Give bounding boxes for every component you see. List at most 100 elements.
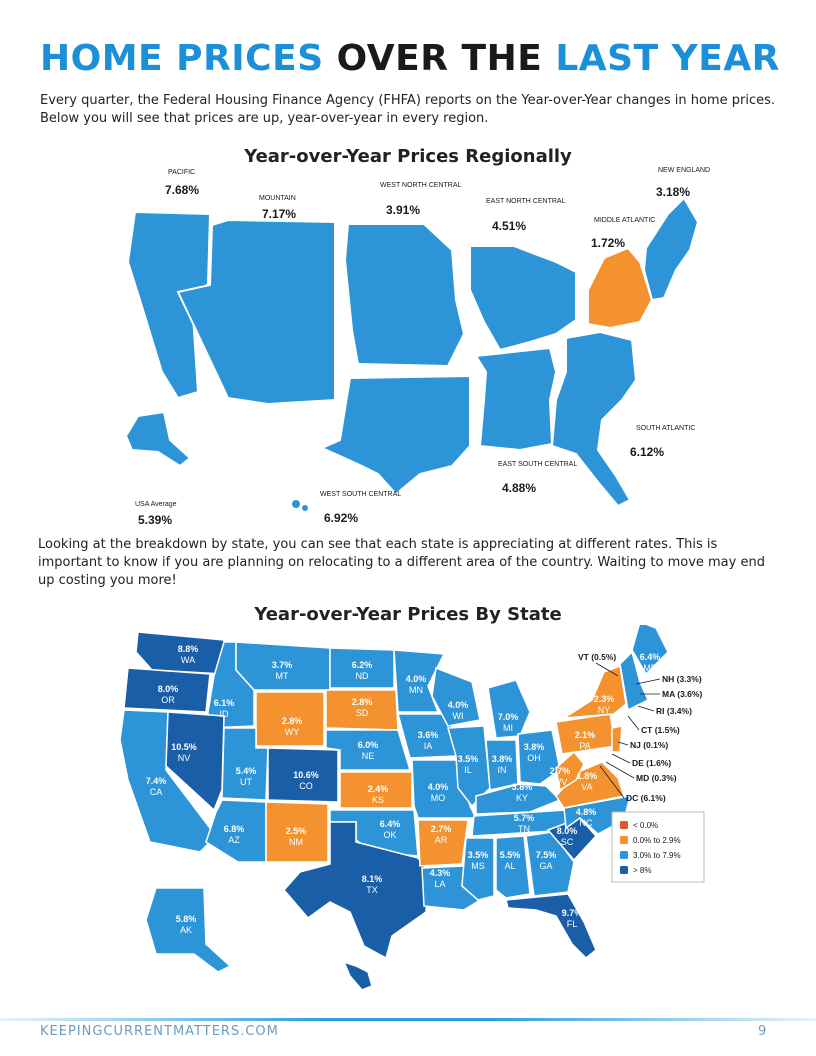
callout-leader-vt bbox=[595, 662, 619, 677]
state-shapes bbox=[119, 625, 669, 991]
state-value-ia: 3.6% bbox=[418, 730, 439, 740]
callout-de: DE (1.6%) bbox=[632, 758, 671, 768]
region-new-england bbox=[642, 196, 700, 302]
callout-ri: RI (3.4%) bbox=[656, 706, 692, 716]
callout-leader-dc bbox=[599, 765, 625, 799]
state-abbr-ak: AK bbox=[180, 925, 192, 935]
state-abbr-sd: SD bbox=[356, 708, 369, 718]
state-map: 8.8%WA8.0%OR7.4%CA6.1%ID10.5%NV3.7%MT2.8… bbox=[119, 625, 705, 1007]
state-value-ms: 3.5% bbox=[468, 850, 489, 860]
region-label-west-north-central: WEST NORTH CENTRAL bbox=[380, 182, 462, 189]
state-value-nm: 2.5% bbox=[286, 826, 307, 836]
region-value-usa-average: 5.39% bbox=[138, 513, 172, 527]
state-abbr-nd: ND bbox=[356, 671, 369, 681]
region-value-middle-atlantic: 1.72% bbox=[591, 236, 625, 250]
state-shape-ak bbox=[145, 887, 232, 973]
region-mountain bbox=[176, 218, 336, 406]
state-abbr-ks: KS bbox=[372, 795, 384, 805]
state-abbr-sc: SC bbox=[561, 837, 574, 847]
region-value-mountain: 7.17% bbox=[262, 207, 296, 221]
state-shape-mt bbox=[235, 641, 331, 691]
state-abbr-ut: UT bbox=[240, 777, 252, 787]
region-value-pacific: 7.68% bbox=[165, 183, 199, 197]
state-value-in: 3.8% bbox=[492, 754, 513, 764]
state-shape-co bbox=[267, 747, 339, 803]
state-value-al: 5.5% bbox=[500, 850, 521, 860]
state-abbr-me: ME bbox=[643, 663, 657, 673]
state-abbr-co: CO bbox=[299, 781, 313, 791]
state-abbr-va: VA bbox=[581, 782, 592, 792]
state-value-ut: 5.4% bbox=[236, 766, 257, 776]
region-hawaii-2 bbox=[302, 505, 308, 511]
callout-ma: MA (3.6%) bbox=[662, 689, 702, 699]
state-value-co: 10.6% bbox=[293, 770, 319, 780]
state-abbr-ne: NE bbox=[362, 751, 375, 761]
callout-ct: CT (1.5%) bbox=[641, 725, 680, 735]
state-abbr-nv: NV bbox=[178, 753, 191, 763]
state-value-mo: 4.0% bbox=[428, 782, 449, 792]
region-label-east-north-central: EAST NORTH CENTRAL bbox=[486, 198, 566, 205]
state-shape-wv bbox=[555, 750, 585, 792]
state-abbr-ia: IA bbox=[424, 741, 433, 751]
state-value-labels: 8.8%WA8.0%OR7.4%CA6.1%ID10.5%NV3.7%MT2.8… bbox=[146, 644, 661, 1007]
state-abbr-wy: WY bbox=[285, 727, 300, 737]
state-value-or: 8.0% bbox=[158, 684, 179, 694]
state-abbr-wv: WV bbox=[553, 777, 568, 787]
state-value-wv: 2.7% bbox=[550, 766, 571, 776]
region-label-new-england: NEW ENGLAND bbox=[658, 167, 710, 174]
state-shape-or bbox=[123, 667, 211, 713]
footer-site[interactable]: KEEPINGCURRENTMATTERS.COM bbox=[40, 1024, 279, 1039]
regional-map: PACIFIC 7.68% MOUNTAIN 7.17% WEST NORTH … bbox=[124, 167, 710, 527]
callout-nh: NH (3.3%) bbox=[662, 674, 702, 684]
region-east-south-central bbox=[474, 346, 558, 452]
state-shape-wi bbox=[431, 666, 481, 727]
state-abbr-il: IL bbox=[464, 765, 472, 775]
state-breakdown-paragraph: Looking at the breakdown by state, you c… bbox=[38, 537, 765, 588]
region-value-east-north-central: 4.51% bbox=[492, 219, 526, 233]
region-label-usa-average: USA Average bbox=[135, 501, 177, 508]
callout-labels: VT (0.5%) NH (3.3%) MA (3.6%) RI (3.4%) CT (… bbox=[578, 652, 702, 803]
state-shape-mi bbox=[487, 679, 531, 739]
state-value-ar: 2.7% bbox=[431, 824, 452, 834]
region-west-north-central bbox=[343, 223, 466, 368]
state-shape-il bbox=[447, 725, 491, 808]
state-shape-ks bbox=[339, 771, 413, 809]
state-shape-ar bbox=[417, 819, 469, 867]
state-value-ks: 2.4% bbox=[368, 784, 389, 794]
regional-map-regions bbox=[124, 196, 700, 511]
state-abbr-mi: MI bbox=[503, 723, 513, 733]
region-value-west-south-central: 6.92% bbox=[324, 511, 358, 525]
state-value-mi: 7.0% bbox=[498, 712, 519, 722]
region-alaska bbox=[124, 410, 192, 468]
state-shape-ny bbox=[563, 664, 627, 719]
callout-leader-ct bbox=[627, 715, 640, 731]
region-south-atlantic bbox=[550, 330, 638, 508]
state-value-oh: 3.8% bbox=[524, 742, 545, 752]
state-value-la: 4.3% bbox=[430, 868, 451, 878]
state-abbr-la: LA bbox=[434, 879, 445, 889]
state-abbr-nc: NC bbox=[580, 818, 593, 828]
intro-paragraph: Every quarter, the Federal Housing Finan… bbox=[40, 93, 775, 126]
state-abbr-wa: WA bbox=[181, 655, 195, 665]
callout-leader-md bbox=[605, 761, 635, 779]
state-value-ca: 7.4% bbox=[146, 776, 167, 786]
legend-swatch-2 bbox=[620, 851, 628, 859]
state-value-mn: 4.0% bbox=[406, 674, 427, 684]
state-value-ky: 3.8% bbox=[512, 782, 533, 792]
state-shape-nm bbox=[265, 801, 329, 863]
state-abbr-mn: MN bbox=[409, 685, 423, 695]
state-value-wy: 2.8% bbox=[282, 716, 303, 726]
state-shape-ne bbox=[325, 729, 412, 771]
state-abbr-mo: MO bbox=[431, 793, 446, 803]
state-value-ne: 6.0% bbox=[358, 740, 379, 750]
state-value-nd: 6.2% bbox=[352, 660, 373, 670]
region-pacific bbox=[126, 210, 212, 400]
state-abbr-ny: NY bbox=[598, 705, 611, 715]
footer-divider bbox=[0, 1018, 816, 1021]
callout-nj: NJ (0.1%) bbox=[630, 740, 668, 750]
state-abbr-hi: HI bbox=[338, 997, 347, 1007]
region-value-west-north-central: 3.91% bbox=[386, 203, 420, 217]
state-shape-new-england bbox=[619, 650, 649, 712]
region-west-south-central bbox=[319, 374, 471, 496]
state-value-ak: 5.8% bbox=[176, 914, 197, 924]
